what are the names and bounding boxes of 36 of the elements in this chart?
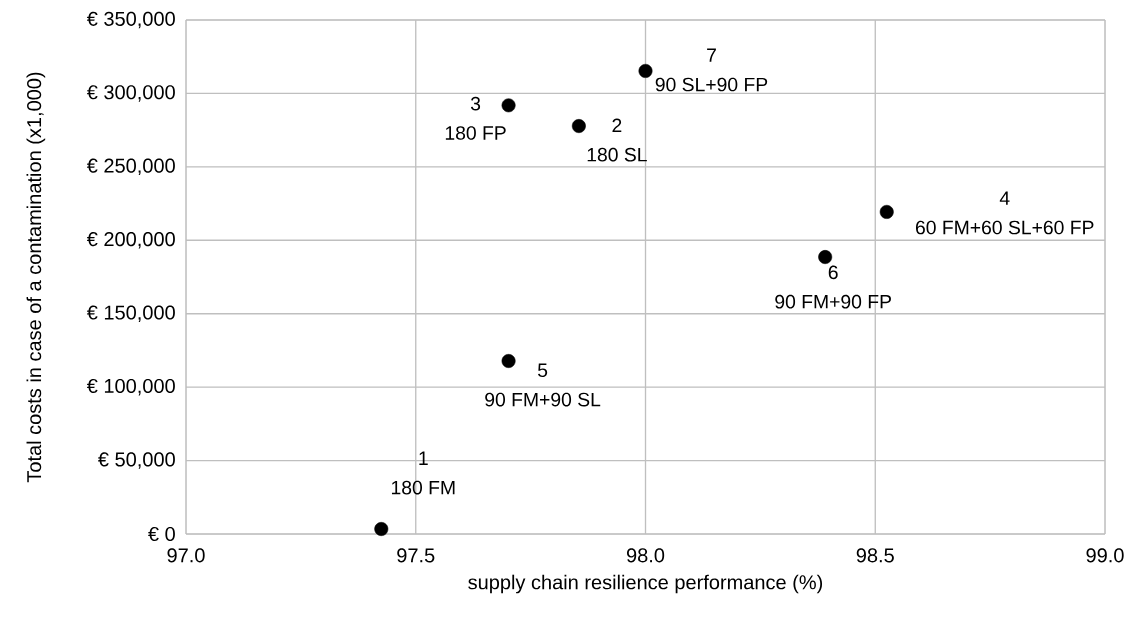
annotation: 90 SL+90 FP — [655, 77, 768, 92]
annotation: 180 FP — [445, 126, 506, 140]
y-tick-label: € 50,000 — [98, 452, 175, 469]
annotation: 5 — [537, 363, 548, 378]
annotation: 90 FM+90 FP — [775, 294, 891, 309]
annotation: 2 — [612, 118, 622, 133]
x-tick-label: 98.0 — [626, 548, 665, 563]
point — [571, 119, 586, 133]
annotation: 180 FM — [391, 480, 455, 495]
annotation: 180 SL — [587, 147, 647, 162]
annotation: 60 FM+60 SL+60 FP — [915, 220, 1094, 235]
y-axis-title: Total costs in case of a contamination (x1,000) — [26, 72, 46, 483]
x-tick-label: 97.5 — [397, 548, 435, 563]
annotation: 4 — [999, 191, 1010, 205]
y-tick-label: € 100,000 — [86, 378, 175, 396]
x-tick-label: 97.0 — [167, 548, 205, 563]
point — [638, 64, 653, 78]
point — [501, 354, 516, 368]
annotation: 1 — [419, 451, 428, 465]
y-tick-label: € 150,000 — [86, 305, 175, 322]
annotation: 7 — [707, 48, 716, 62]
y-tick-label: € 300,000 — [86, 85, 175, 102]
x-axis-title: supply chain resilience performance (%) — [468, 574, 823, 594]
annotation: 3 — [470, 96, 481, 111]
y-tick-label: € 250,000 — [86, 158, 175, 176]
x-tick-label: 99.0 — [1086, 548, 1124, 563]
y-tick-label: € 350,000 — [86, 11, 175, 29]
point — [818, 250, 833, 264]
x-tick-label: 98.5 — [856, 548, 894, 563]
point — [879, 205, 894, 219]
annotation: 6 — [828, 265, 838, 280]
annotation: 90 FM+90 SL — [485, 392, 601, 407]
y-tick-label: € 0 — [148, 526, 175, 542]
point — [501, 98, 516, 113]
point — [374, 522, 389, 536]
y-tick-label: € 200,000 — [86, 232, 175, 249]
